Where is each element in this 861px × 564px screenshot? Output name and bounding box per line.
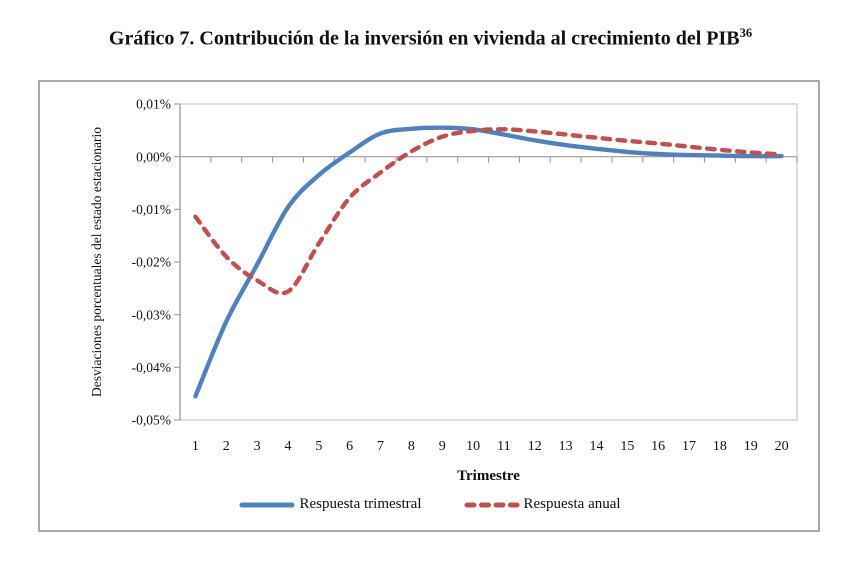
y-axis-title: Desviaciones porcentuales del estado est… [89, 127, 104, 397]
dashed-line-swatch-icon [464, 502, 519, 507]
solid-line-swatch-icon [239, 502, 295, 507]
legend-label-respuesta-anual: Respuesta anual [523, 496, 621, 512]
chart-title-text: Gráfico 7. Contribución de la inversión … [108, 27, 740, 50]
legend-item-respuesta-trimestral: Respuesta trimestral [239, 496, 422, 513]
chart-frame [38, 80, 820, 532]
legend-label-respuesta-trimestral: Respuesta trimestral [299, 496, 422, 512]
legend: Respuesta trimestral Respuesta anual [38, 496, 822, 513]
chart-title: Gráfico 7. Contribución de la inversión … [0, 26, 861, 51]
footnote-reference: 36 [739, 26, 753, 40]
x-axis-title: Trimestre [457, 468, 520, 484]
legend-item-respuesta-anual: Respuesta anual [464, 496, 621, 513]
